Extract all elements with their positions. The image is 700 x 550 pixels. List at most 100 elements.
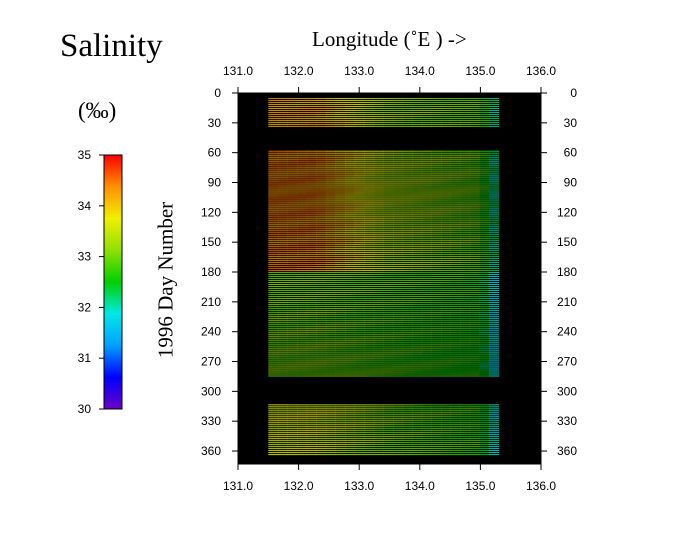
field-cell <box>441 329 452 331</box>
field-cell <box>297 252 308 254</box>
field-cell <box>402 283 413 286</box>
field-cell <box>345 264 356 266</box>
field-cell <box>421 317 432 319</box>
field-cell <box>441 101 452 104</box>
field-cell <box>373 236 384 238</box>
field-cell <box>277 152 288 154</box>
field-cell <box>364 103 375 106</box>
field-cell <box>297 262 308 264</box>
field-cell <box>287 212 298 214</box>
field-cell <box>412 432 423 434</box>
field-cell <box>373 260 384 262</box>
field-cell <box>306 323 317 325</box>
field-cell <box>412 291 423 293</box>
field-cell <box>402 164 413 166</box>
field-cell <box>383 152 394 154</box>
field-cell <box>297 361 308 363</box>
field-cell <box>460 444 471 446</box>
field-cell <box>373 240 384 242</box>
field-cell <box>335 250 346 252</box>
field-cell <box>297 329 308 331</box>
field-cell <box>383 412 394 414</box>
field-cell <box>402 272 413 274</box>
field-cell <box>364 319 375 321</box>
field-cell <box>469 436 480 438</box>
field-cell <box>402 198 413 200</box>
y-tick-label-right: 330 <box>557 414 577 428</box>
field-cell <box>441 361 452 363</box>
field-cell <box>488 420 500 422</box>
field-cell <box>441 426 452 428</box>
field-cell <box>421 194 432 196</box>
field-cell <box>268 178 279 180</box>
field-cell <box>268 440 279 442</box>
field-cell <box>412 452 423 454</box>
field-cell <box>441 121 452 123</box>
field-cell <box>373 198 384 200</box>
field-cell <box>287 305 298 307</box>
field-cell <box>335 357 346 359</box>
field-cell <box>469 452 480 454</box>
field-cell <box>268 268 279 270</box>
field-cell <box>277 337 288 339</box>
field-cell <box>479 240 490 242</box>
field-cell <box>412 333 423 335</box>
field-cell <box>450 363 461 365</box>
field-cell <box>402 275 413 278</box>
field-cell <box>297 371 308 373</box>
field-cell <box>287 172 298 174</box>
field-cell <box>373 408 384 410</box>
field-cell <box>393 291 404 293</box>
field-cell <box>373 268 384 270</box>
field-cell <box>441 248 452 250</box>
field-cell <box>402 341 413 343</box>
field-cell <box>364 279 375 282</box>
field-cell <box>421 309 432 311</box>
field-cell <box>421 333 432 335</box>
field-cell <box>460 111 471 113</box>
field-cell <box>393 406 404 408</box>
field-cell <box>450 281 461 284</box>
field-cell <box>306 125 317 127</box>
field-cell <box>325 279 336 282</box>
field-cell <box>268 416 279 418</box>
field-cell <box>488 375 500 377</box>
field-cell <box>325 277 336 280</box>
field-cell <box>345 313 356 315</box>
field-cell <box>287 184 298 186</box>
field-cell <box>402 244 413 246</box>
field-cell <box>402 285 413 288</box>
field-cell <box>469 156 480 158</box>
field-cell <box>277 331 288 333</box>
field-cell <box>335 107 346 110</box>
x-tick-label-top: 131.0 <box>223 64 253 78</box>
field-cell <box>287 119 298 121</box>
field-cell <box>373 373 384 375</box>
field-cell <box>287 170 298 172</box>
field-cell <box>488 125 500 127</box>
field-cell <box>412 230 423 232</box>
field-cell <box>469 432 480 434</box>
field-cell <box>297 317 308 319</box>
field-cell <box>431 434 442 436</box>
field-cell <box>479 414 490 416</box>
field-cell <box>460 406 471 408</box>
field-cell <box>488 238 500 240</box>
field-cell <box>450 216 461 218</box>
field-cell <box>345 123 356 125</box>
field-cell <box>287 452 298 454</box>
field-cell <box>469 178 480 180</box>
field-cell <box>373 285 384 288</box>
field-cell <box>325 418 336 420</box>
x-tick-label-bottom: 132.0 <box>284 479 314 493</box>
field-cell <box>287 121 298 123</box>
field-cell <box>316 184 327 186</box>
field-cell <box>469 238 480 240</box>
field-cell <box>421 125 432 127</box>
field-cell <box>479 186 490 188</box>
field-cell <box>441 359 452 361</box>
field-cell <box>441 335 452 337</box>
field-cell <box>450 412 461 414</box>
field-cell <box>450 424 461 426</box>
field-cell <box>306 123 317 125</box>
